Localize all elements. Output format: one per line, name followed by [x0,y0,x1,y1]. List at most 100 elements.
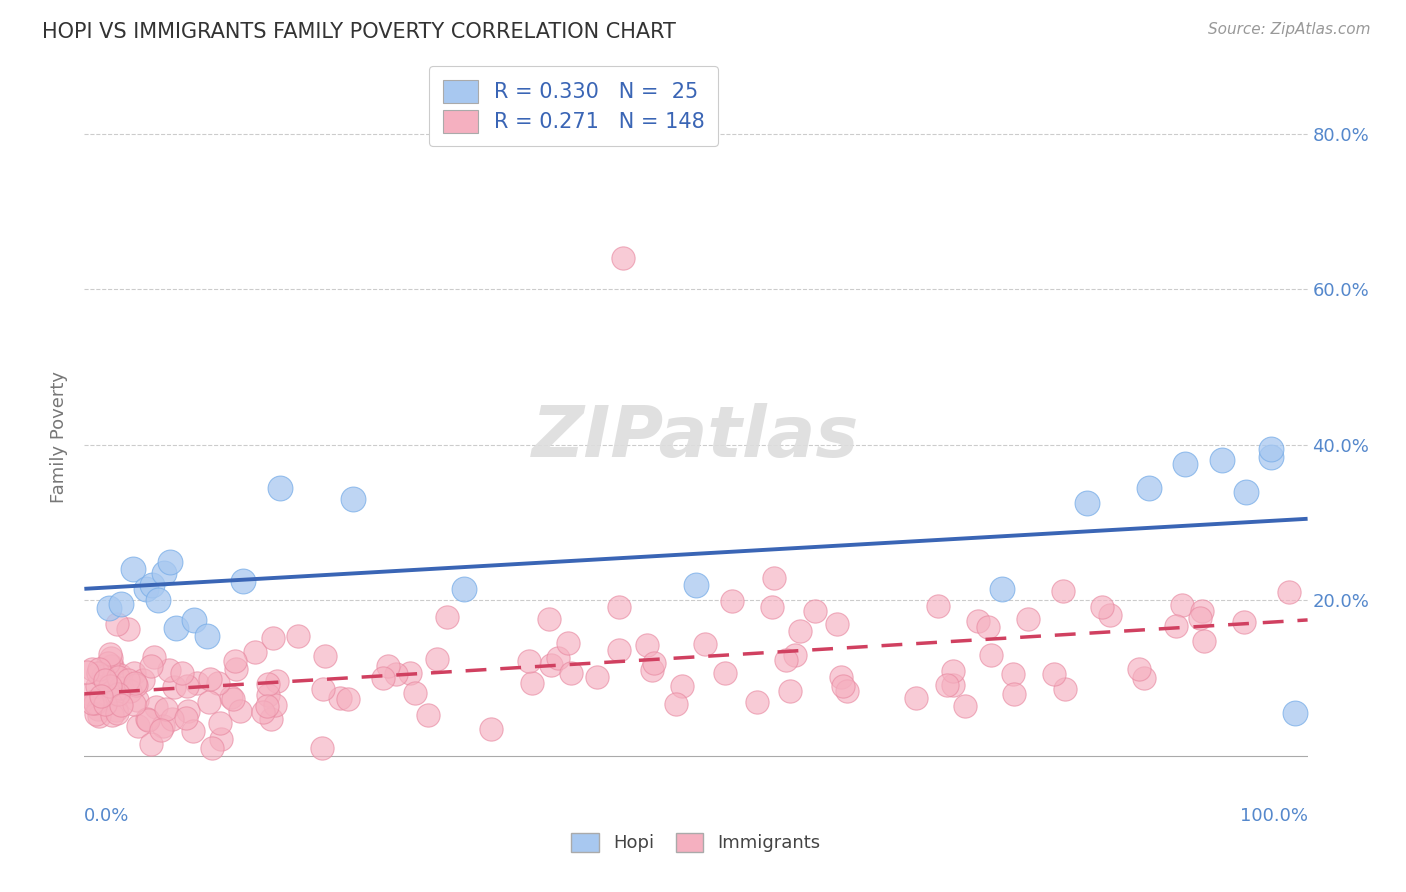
Point [761,599,783,614]
Point [1017,612,1039,626]
Point [90,689,112,703]
Point [609,642,631,657]
Point [103,687,125,701]
Text: HOPI VS IMMIGRANTS FAMILY POVERTY CORRELATION CHART: HOPI VS IMMIGRANTS FAMILY POVERTY CORREL… [42,22,676,42]
Point [953,698,976,713]
Point [671,679,693,693]
Point [98,648,121,662]
Point [153,566,176,581]
Point [1133,671,1156,685]
Point [1260,442,1282,456]
Point [105,706,128,720]
Point [1278,584,1301,599]
Point [186,676,208,690]
Point [371,671,394,685]
Point [108,668,131,682]
Point [329,691,352,706]
Point [585,670,607,684]
Point [825,616,848,631]
Point [966,614,988,628]
Point [991,582,1014,596]
Point [1053,682,1076,697]
Point [89,662,111,676]
Point [139,737,162,751]
Point [101,707,124,722]
Point [94,698,117,712]
Point [176,679,198,693]
Point [1174,458,1197,472]
Point [1002,687,1025,701]
Point [159,555,181,569]
Point [86,679,108,693]
Point [803,604,825,618]
Point [664,697,686,711]
Point [641,663,664,677]
Point [1076,496,1098,510]
Point [775,653,797,667]
Point [94,673,117,688]
Point [1098,608,1121,623]
Point [831,679,853,693]
Point [1043,666,1066,681]
Point [1260,450,1282,464]
Point [145,700,167,714]
Point [110,598,132,612]
Point [779,683,801,698]
Point [143,649,166,664]
Point [714,665,737,680]
Point [124,675,146,690]
Point [835,684,858,698]
Point [720,593,742,607]
Point [336,692,359,706]
Point [695,637,717,651]
Point [136,713,159,727]
Point [104,703,127,717]
Text: Source: ZipAtlas.com: Source: ZipAtlas.com [1208,22,1371,37]
Point [789,624,811,638]
Point [312,681,335,696]
Point [181,724,204,739]
Point [519,654,541,668]
Point [1164,619,1187,633]
Point [97,656,120,670]
Point [160,712,183,726]
Point [229,704,252,718]
Point [266,673,288,688]
Point [612,251,634,265]
Point [1137,481,1160,495]
Point [127,719,149,733]
Point [198,672,221,686]
Point [1233,615,1256,629]
Point [636,638,658,652]
Point [87,702,110,716]
Point [287,629,309,643]
Y-axis label: Family Poverty: Family Poverty [51,371,69,503]
Point [977,620,1000,634]
Point [201,741,224,756]
Point [163,681,186,695]
Point [98,679,121,693]
Point [783,648,806,662]
Point [127,693,149,707]
Point [256,698,278,713]
Point [418,708,440,723]
Point [98,679,121,693]
Point [107,687,129,701]
Point [80,696,103,710]
Point [426,651,449,665]
Point [100,650,122,665]
Point [76,665,98,680]
Point [108,681,131,695]
Point [155,702,177,716]
Point [224,654,246,668]
Point [118,684,141,698]
Point [165,621,187,635]
Text: 100.0%: 100.0% [1240,806,1308,825]
Point [101,659,124,673]
Point [1128,662,1150,676]
Point [685,578,707,592]
Point [311,741,333,756]
Point [97,601,120,615]
Point [80,662,103,676]
Point [252,706,274,720]
